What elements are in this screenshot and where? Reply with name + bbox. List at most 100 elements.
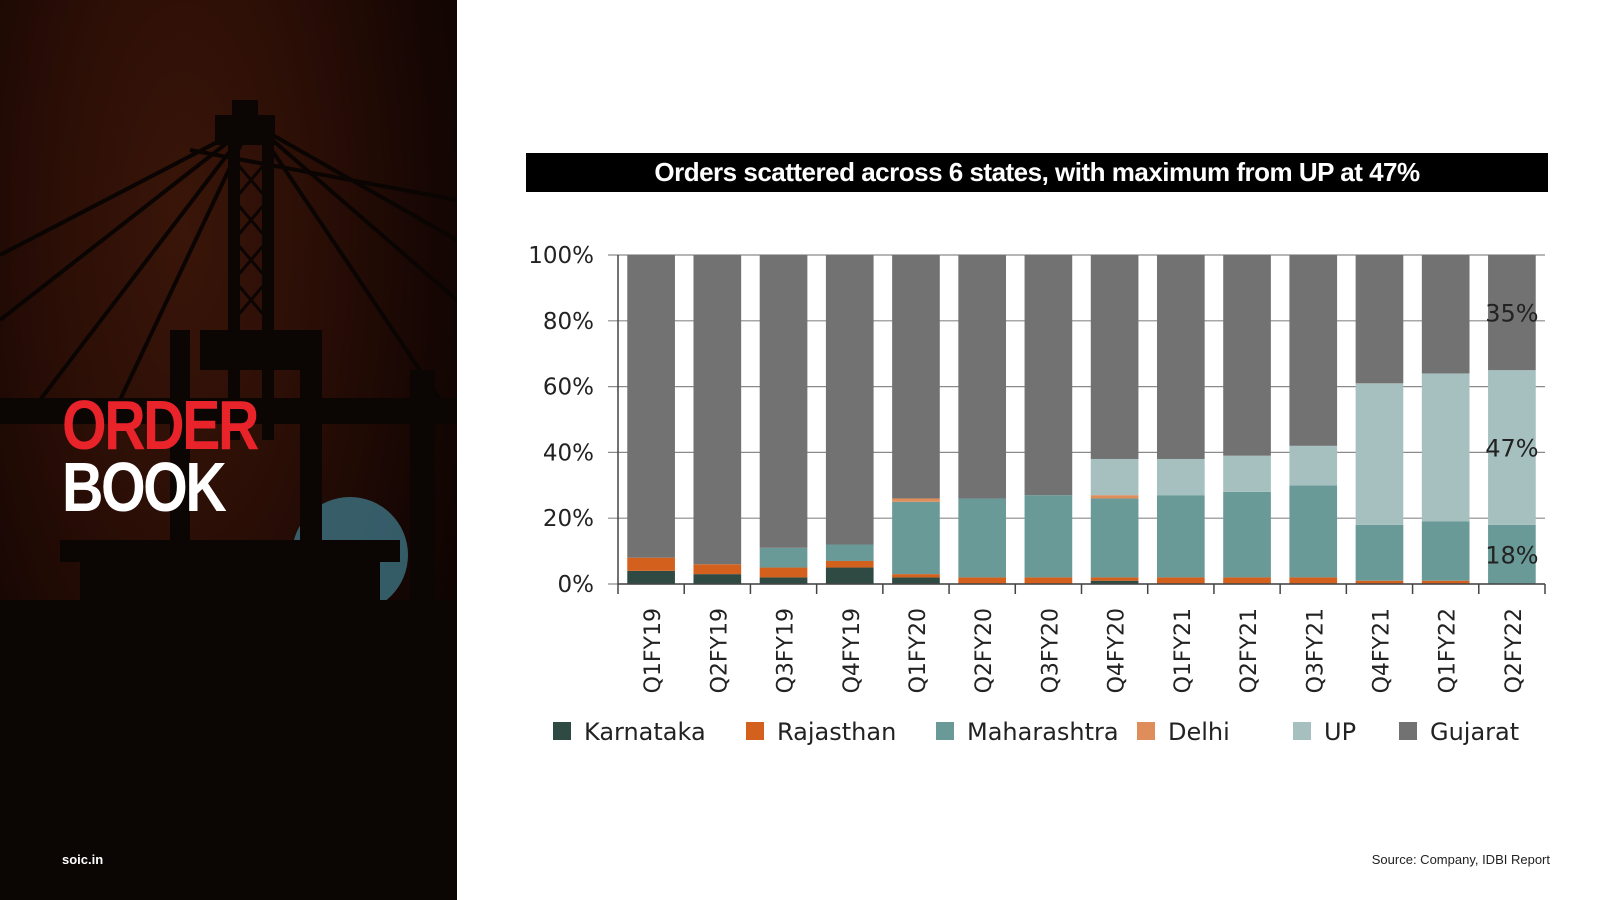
legend-swatch xyxy=(936,722,954,740)
x-tick-label: Q1FY20 xyxy=(906,608,931,693)
bar-segment xyxy=(1156,577,1205,584)
legend-label: Gujarat xyxy=(1430,718,1519,746)
x-tick-label: Q1FY19 xyxy=(641,608,666,693)
x-tick-label: Q2FY22 xyxy=(1502,608,1527,693)
bar-segment xyxy=(1289,445,1338,486)
bar-segment xyxy=(1090,580,1139,584)
chart-title: Orders scattered across 6 states, with m… xyxy=(526,153,1548,192)
bar-segment xyxy=(1223,255,1271,456)
y-tick-label: 20% xyxy=(543,506,594,532)
bar-segment xyxy=(1024,255,1073,496)
bar-segment xyxy=(1024,577,1073,584)
source-note: Source: Company, IDBI Report xyxy=(1371,852,1550,867)
x-tick-label: Q4FY20 xyxy=(1105,608,1130,693)
bar-segment xyxy=(1488,255,1536,371)
y-tick-label: 100% xyxy=(528,243,594,269)
bars xyxy=(627,255,1536,584)
legend-label: UP xyxy=(1324,718,1356,746)
legend-swatch xyxy=(553,722,571,740)
bar-segment xyxy=(1355,524,1404,581)
x-tick-label: Q3FY19 xyxy=(774,608,799,693)
legend-swatch xyxy=(1399,722,1417,740)
bar-segment xyxy=(1090,458,1139,496)
bar-segment xyxy=(1355,383,1404,525)
bar-segment xyxy=(958,577,1007,584)
bar-segment xyxy=(1090,577,1139,581)
bar-segment xyxy=(1156,495,1205,578)
bar-segment xyxy=(693,255,742,565)
bar-segment xyxy=(825,560,874,568)
bar-segment xyxy=(627,255,675,558)
bar-segment xyxy=(1355,255,1404,384)
bar-segment xyxy=(958,498,1007,578)
axis-labels: 0% 20% 40% 60% 80% 100% Q1FY19 Q2FY19 Q3FY19 Q4FY… xyxy=(528,243,1527,693)
bar-segment xyxy=(1488,524,1536,584)
bar-segment xyxy=(759,547,808,568)
legend-swatch xyxy=(1293,722,1311,740)
bar-segment xyxy=(892,255,940,499)
bar-segment xyxy=(1090,498,1139,578)
bar-segment xyxy=(1289,577,1338,584)
bar-segment xyxy=(1289,255,1338,446)
data-label: 18% xyxy=(1485,541,1538,569)
bar-segment xyxy=(1355,580,1404,584)
x-tick-label: Q2FY19 xyxy=(707,608,732,693)
axes xyxy=(617,255,1546,594)
legend-swatch xyxy=(746,722,764,740)
y-tick-label: 0% xyxy=(558,572,595,598)
bar-segment xyxy=(1024,495,1073,578)
bar-segment xyxy=(1289,485,1338,578)
legend-swatch xyxy=(1137,722,1155,740)
x-tick-label: Q3FY20 xyxy=(1038,608,1063,693)
bar-segment xyxy=(825,567,874,584)
bar-segment xyxy=(892,577,940,584)
bar-segment xyxy=(1223,491,1271,578)
bar-segment xyxy=(1421,255,1470,374)
grid-lines xyxy=(608,254,1545,585)
legend-label: Delhi xyxy=(1168,718,1230,746)
bar-segment xyxy=(1223,455,1271,492)
bar-segment xyxy=(759,567,808,578)
site-url: soic.in xyxy=(62,852,104,867)
x-tick-label: Q4FY21 xyxy=(1369,608,1394,693)
bar-segment xyxy=(1090,255,1139,459)
bar-segment xyxy=(1223,577,1271,584)
bar-segment xyxy=(1421,373,1470,522)
bar-segment xyxy=(693,564,742,575)
x-tick-label: Q4FY19 xyxy=(840,608,865,693)
bar-segment xyxy=(825,544,874,561)
legend: Karnataka Rajasthan Maharashtra Delhi UP Guja… xyxy=(553,718,1519,746)
bar-segment xyxy=(1156,458,1205,496)
bar-segment xyxy=(825,255,874,545)
bar-segment xyxy=(759,577,808,584)
y-tick-label: 60% xyxy=(543,375,594,401)
bar-segment xyxy=(892,574,940,578)
bar-segment xyxy=(1090,495,1139,499)
bar-segment xyxy=(693,574,742,584)
bar-segment xyxy=(627,570,675,584)
bar-segment xyxy=(1421,580,1470,584)
bar-segment xyxy=(958,255,1007,499)
cover-image-panel: ORDER BOOK soic.in xyxy=(0,0,457,900)
bar-segment xyxy=(1156,255,1205,459)
legend-label: Rajasthan xyxy=(777,718,896,746)
bar-segment xyxy=(627,557,675,571)
x-tick-label: Q1FY22 xyxy=(1436,608,1461,693)
y-tick-label: 80% xyxy=(543,309,594,335)
x-tick-label: Q2FY21 xyxy=(1237,608,1262,693)
x-tick-label: Q1FY21 xyxy=(1171,608,1196,693)
y-tick-label: 40% xyxy=(543,440,594,466)
crane-silhouette-image xyxy=(0,100,457,900)
bar-segment xyxy=(892,501,940,575)
annotations: 35% 47% 18% xyxy=(1485,300,1538,570)
legend-label: Maharashtra xyxy=(967,718,1119,746)
slide-title-line1: ORDER xyxy=(62,386,259,464)
bar-segment xyxy=(759,255,808,548)
x-tick-label: Q3FY21 xyxy=(1303,608,1328,693)
bar-segment xyxy=(1488,370,1536,525)
legend-label: Karnataka xyxy=(584,718,706,746)
bar-segment xyxy=(1421,521,1470,581)
bar-segment xyxy=(892,498,940,502)
slide-title-line2: BOOK xyxy=(62,448,227,526)
